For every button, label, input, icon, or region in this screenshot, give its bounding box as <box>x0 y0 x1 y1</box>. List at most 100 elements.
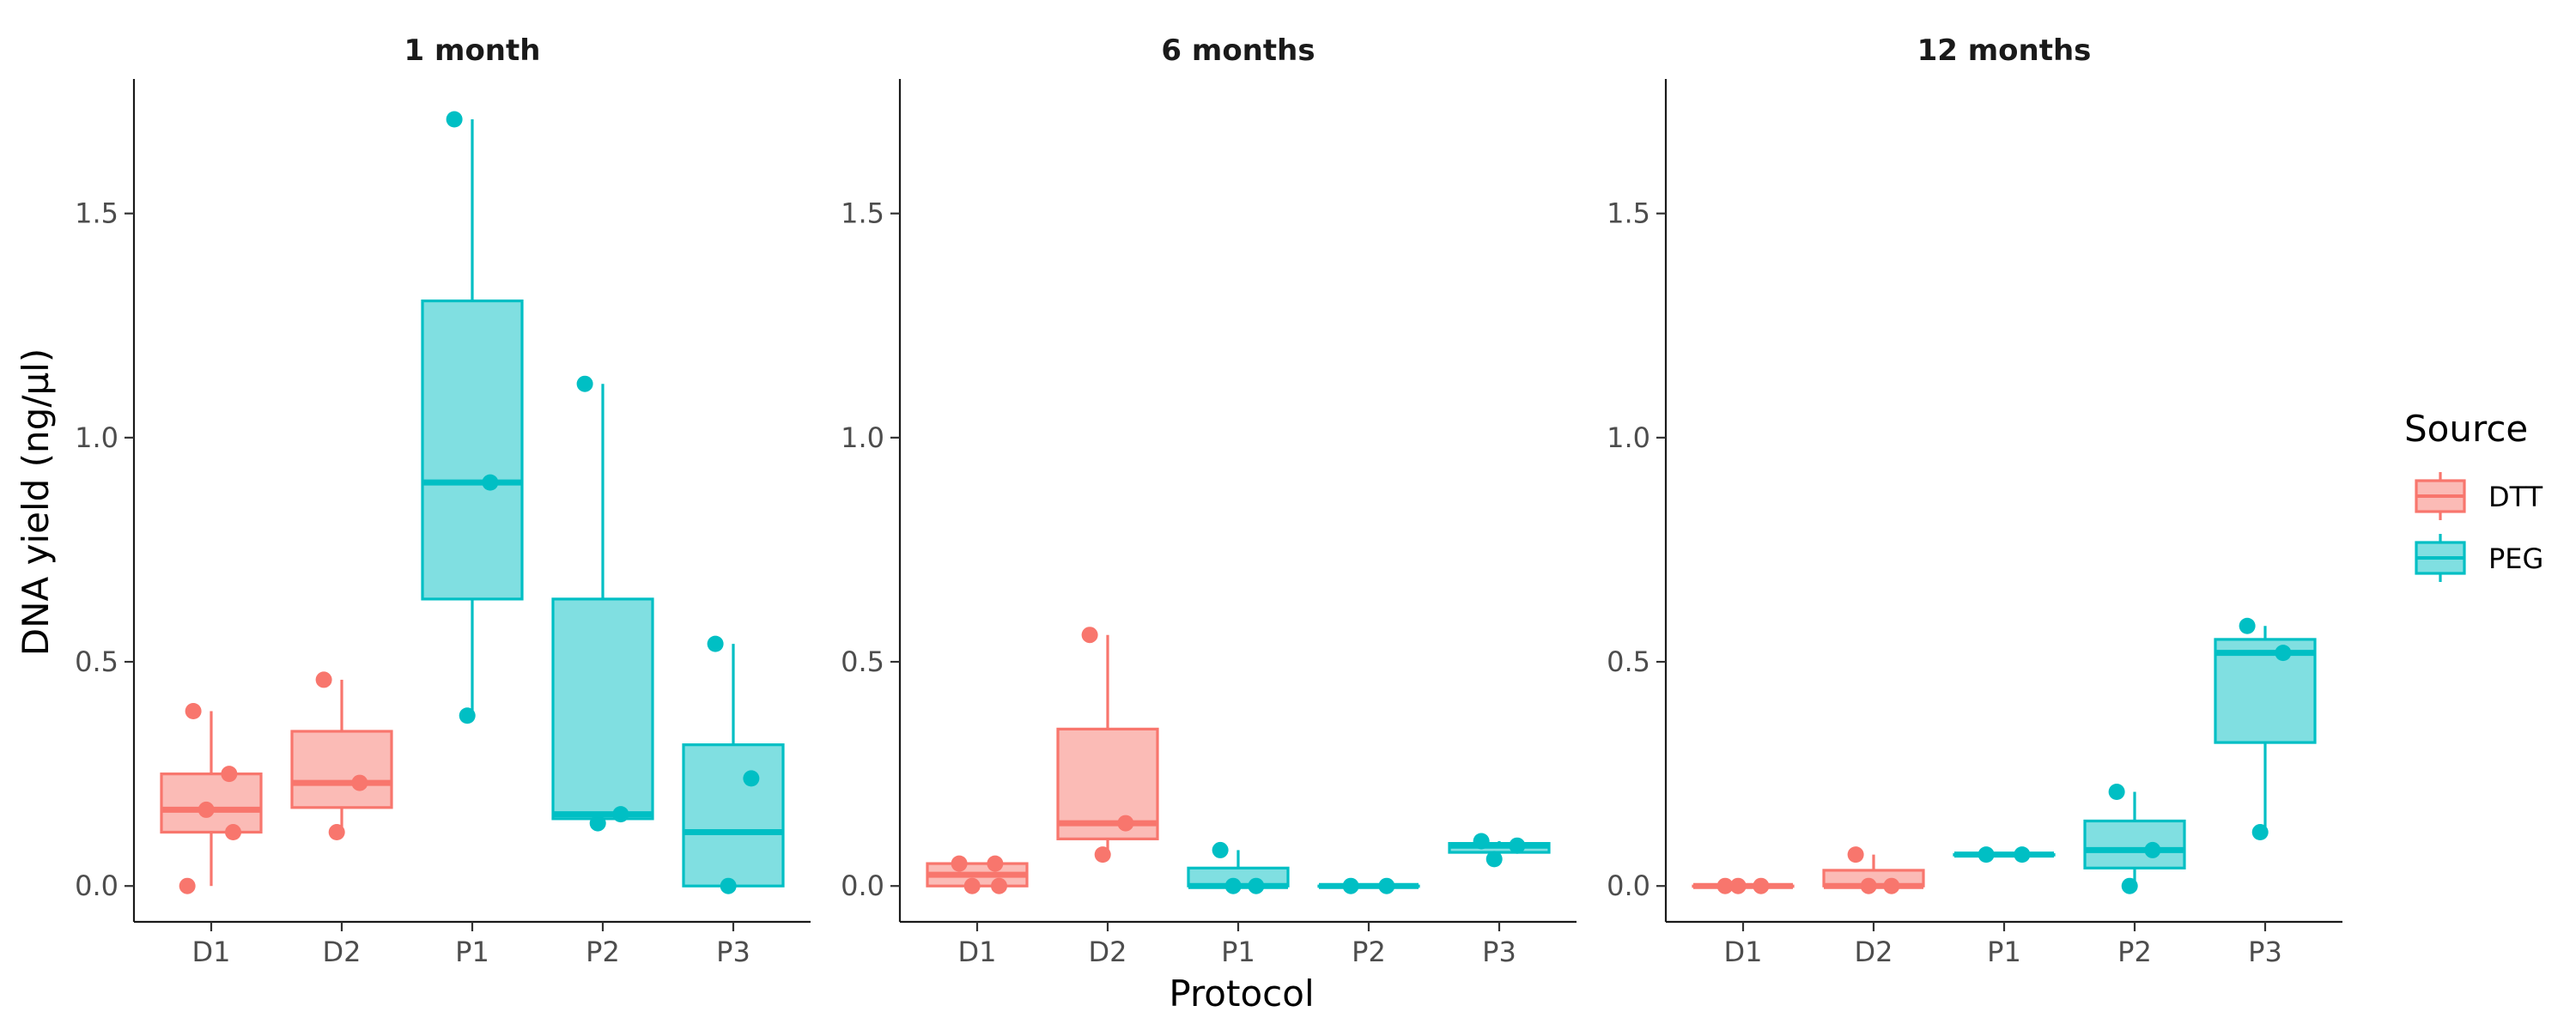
data-point <box>991 877 1008 894</box>
y-tick-label: 1.0 <box>1607 421 1650 454</box>
legend-item: DTT <box>2415 472 2543 520</box>
data-point <box>1716 877 1734 894</box>
x-tick-label: D2 <box>1855 936 1893 968</box>
data-point <box>1212 841 1229 858</box>
data-point <box>351 774 368 791</box>
data-point <box>2275 645 2292 662</box>
y-axis-title: DNA yield (ng/µl) <box>15 348 57 656</box>
y-tick-label: 0.0 <box>1607 869 1650 902</box>
data-point <box>459 707 476 724</box>
data-point <box>1473 833 1490 850</box>
data-point <box>707 635 724 652</box>
data-point <box>1729 877 1747 894</box>
x-tick-label: P1 <box>1987 936 2021 968</box>
x-tick-label: P2 <box>2117 936 2152 968</box>
box-iqr <box>290 730 393 809</box>
box-iqr <box>421 299 524 601</box>
x-tick-label: P2 <box>1352 936 1386 968</box>
data-point <box>446 111 463 128</box>
data-point <box>720 877 737 894</box>
x-tick-label: D1 <box>192 936 231 968</box>
panel-title: 12 months <box>1917 33 2092 68</box>
y-tick-label: 1.5 <box>75 197 118 230</box>
x-tick-label: P2 <box>586 936 620 968</box>
data-point <box>1509 837 1526 854</box>
box-group <box>1448 833 1551 868</box>
data-point <box>576 375 593 392</box>
box-group <box>1317 877 1420 894</box>
x-tick-label: D2 <box>323 936 361 968</box>
data-point <box>197 801 215 818</box>
y-tick-label: 1.0 <box>841 421 884 454</box>
data-point <box>1117 815 1134 832</box>
x-tick-label: D2 <box>1089 936 1127 968</box>
legend-label: DTT <box>2488 481 2543 513</box>
box-group <box>1953 846 2056 863</box>
facet-panel: 6 months 0.0 0.5 1.0 1.5 D1 D2 P1 P2 P3 <box>841 33 1577 968</box>
x-tick-label: P1 <box>455 936 489 968</box>
data-point <box>1847 846 1864 863</box>
y-tick-label: 1.5 <box>1607 197 1650 230</box>
legend-title: Source <box>2404 408 2528 450</box>
box-iqr <box>160 772 263 834</box>
y-tick-label: 0.5 <box>1607 645 1650 678</box>
x-tick-label: P3 <box>1482 936 1516 968</box>
legend-item: PEG <box>2415 534 2543 582</box>
y-tick-label: 1.0 <box>75 421 118 454</box>
box-iqr <box>2083 819 2186 869</box>
box-group <box>551 375 654 832</box>
data-point <box>221 766 238 783</box>
data-point <box>1978 846 1995 863</box>
box-group <box>421 111 524 724</box>
data-point <box>1248 877 1265 894</box>
data-point <box>589 815 606 832</box>
data-point <box>2239 617 2256 634</box>
data-point <box>987 855 1004 872</box>
data-point <box>2121 877 2138 894</box>
data-point <box>328 824 345 841</box>
data-point <box>482 474 499 491</box>
box-group <box>1822 846 1925 894</box>
x-tick-label: P3 <box>716 936 750 968</box>
box-group <box>290 671 393 841</box>
data-point <box>951 855 968 872</box>
panel-title: 6 months <box>1161 33 1315 68</box>
data-point <box>185 703 202 719</box>
y-tick-label: 0.5 <box>841 645 884 678</box>
data-point <box>1224 877 1242 894</box>
x-tick-label: P3 <box>2248 936 2282 968</box>
box-group <box>160 703 263 894</box>
y-tick-label: 0.5 <box>75 645 118 678</box>
x-tick-label: D1 <box>958 936 997 968</box>
data-point <box>743 770 760 787</box>
box-group <box>926 855 1029 894</box>
box-iqr <box>551 597 654 821</box>
data-point <box>1753 877 1770 894</box>
data-point <box>612 806 629 823</box>
y-tick-label: 0.0 <box>75 869 118 902</box>
box-group <box>1187 841 1290 894</box>
data-point <box>225 824 242 841</box>
data-point <box>1081 627 1098 644</box>
box-group <box>682 635 785 894</box>
box-iqr <box>682 743 785 888</box>
data-point <box>1342 877 1359 894</box>
box-iqr <box>2214 638 2317 744</box>
box-group <box>2214 617 2317 841</box>
data-point <box>179 877 196 894</box>
facet-panel: 12 months 0.0 0.5 1.0 1.5 D1 D2 P1 P2 P3 <box>1607 33 2342 968</box>
x-tick-label: P1 <box>1221 936 1255 968</box>
data-point <box>2108 784 2125 801</box>
box-group <box>1056 627 1159 863</box>
data-point <box>2251 824 2269 841</box>
data-point <box>963 877 981 894</box>
data-point <box>2014 846 2031 863</box>
x-tick-label: D1 <box>1724 936 1763 968</box>
x-axis-title: Protocol <box>1169 972 1314 1015</box>
facet-panels: 1 month 0.0 0.5 1.0 1.5 D1 D2 P1 P2 P3 6 months 0.0… <box>75 33 2342 968</box>
y-tick-label: 0.0 <box>841 869 884 902</box>
panel-title: 1 month <box>404 33 541 68</box>
legend: Source DTT PEG <box>2404 408 2543 582</box>
data-point <box>315 671 332 688</box>
